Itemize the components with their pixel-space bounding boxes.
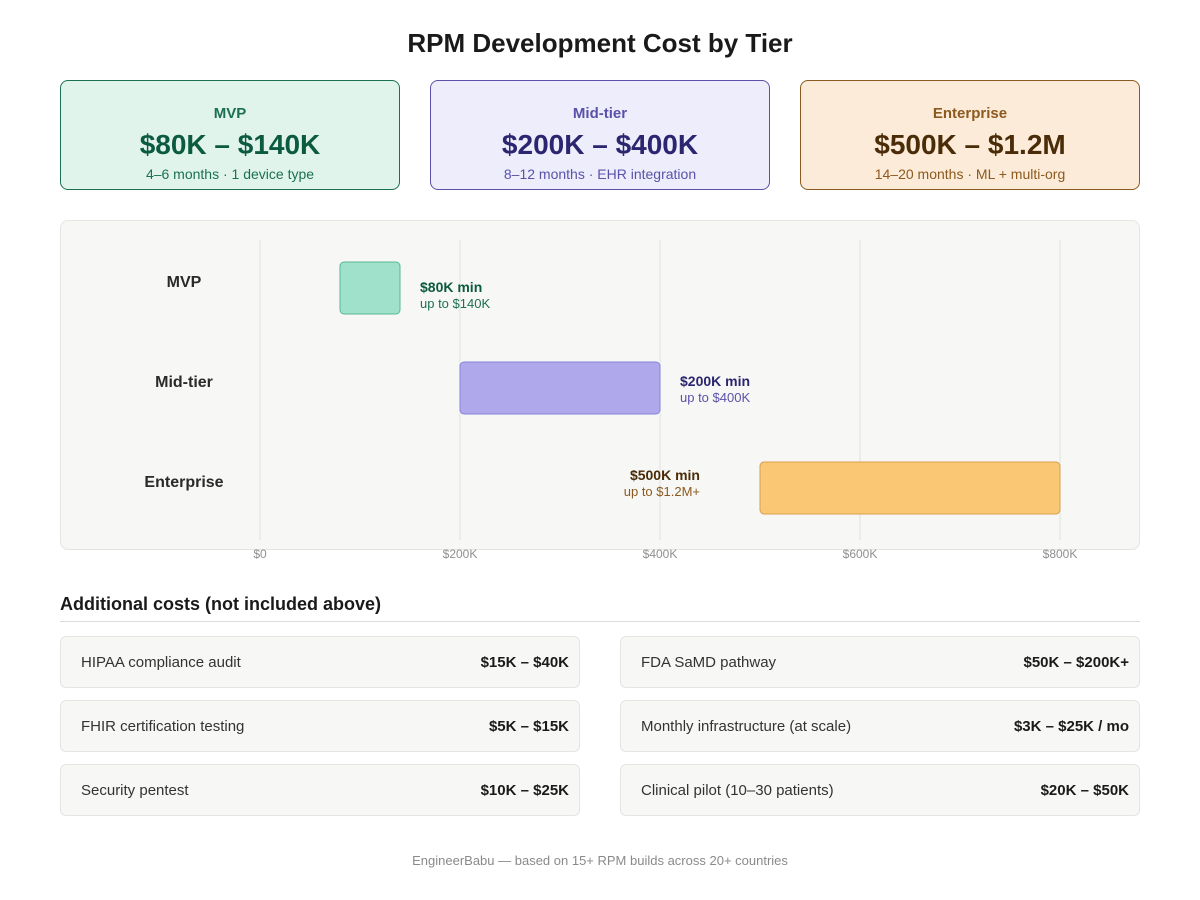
section-divider xyxy=(60,621,1140,622)
cost-label: HIPAA compliance audit xyxy=(81,654,241,671)
cost-value: $3K – $25K / mo xyxy=(1013,718,1129,735)
cost-row-clinical-pilot: Clinical pilot (10–30 patients) $20K – $… xyxy=(620,764,1140,816)
cost-label: Security pentest xyxy=(81,782,189,799)
cost-value: $5K – $15K xyxy=(488,718,569,735)
tier-card-mvp: MVP $80K – $140K 4–6 months · 1 device t… xyxy=(60,80,400,190)
tier-card-name: MVP xyxy=(213,105,247,122)
range-bar xyxy=(339,261,401,315)
cost-value: $50K – $200K+ xyxy=(1023,654,1130,671)
tier-card-name: Mid-tier xyxy=(572,105,628,122)
cost-row-fhir-testing: FHIR certification testing $5K – $15K xyxy=(60,700,580,752)
tier-card-enterprise: Enterprise $500K – $1.2M 14–20 months · … xyxy=(800,80,1140,190)
category-label: MVP xyxy=(167,274,202,291)
additional-costs-heading: Additional costs (not included above) xyxy=(60,594,382,614)
x-tick-label: $0 xyxy=(253,547,267,561)
bar-data-sublabel: up to $140K xyxy=(420,296,490,311)
cost-value: $10K – $25K xyxy=(480,782,569,799)
page-title: RPM Development Cost by Tier xyxy=(407,28,793,58)
tier-card-detail: 4–6 months · 1 device type xyxy=(145,166,315,182)
cost-row-monthly-infrastructure: Monthly infrastructure (at scale) $3K – … xyxy=(620,700,1140,752)
tier-card-detail: 8–12 months · EHR integration xyxy=(503,166,697,182)
range-bar-chart: $0 $200K $400K $600K $800K MVP Mid-tier Enterpr… xyxy=(144,240,1078,561)
cost-label: FHIR certification testing xyxy=(81,718,245,735)
tier-card-mid-tier: Mid-tier $200K – $400K 8–12 months · EHR… xyxy=(430,80,770,190)
tier-card-range: $200K – $400K xyxy=(501,129,699,160)
x-tick-label: $400K xyxy=(643,547,678,561)
cost-label: Monthly infrastructure (at scale) xyxy=(641,718,852,735)
cost-row-fda-samd: FDA SaMD pathway $50K – $200K+ xyxy=(620,636,1140,688)
category-label: Enterprise xyxy=(144,474,223,491)
bar-data-sublabel: up to $1.2M+ xyxy=(624,484,700,499)
x-tick-label: $200K xyxy=(443,547,478,561)
footer-note: EngineerBabu — based on 15+ RPM builds a… xyxy=(412,853,788,868)
x-tick-label: $600K xyxy=(843,547,878,561)
cost-value: $20K – $50K xyxy=(1040,782,1129,799)
cost-label: FDA SaMD pathway xyxy=(641,654,777,671)
tier-card-detail: 14–20 months · ML + multi-org xyxy=(874,166,1066,182)
x-tick-label: $800K xyxy=(1043,547,1078,561)
cost-label: Clinical pilot (10–30 patients) xyxy=(641,782,834,799)
bar-data-label: $500K min xyxy=(630,467,700,483)
bar-data-sublabel: up to $400K xyxy=(680,390,750,405)
bar-data-label: $200K min xyxy=(680,373,750,389)
cost-row-hipaa-audit: HIPAA compliance audit $15K – $40K xyxy=(60,636,580,688)
cost-value: $15K – $40K xyxy=(480,654,569,671)
range-bar xyxy=(459,361,661,415)
range-bar xyxy=(759,461,1061,515)
tier-card-name: Enterprise xyxy=(932,105,1008,122)
bar-data-label: $80K min xyxy=(420,279,482,295)
tier-card-range: $500K – $1.2M xyxy=(874,129,1066,160)
tier-card-range: $80K – $140K xyxy=(139,129,321,160)
category-label: Mid-tier xyxy=(155,374,213,391)
cost-row-security-pentest: Security pentest $10K – $25K xyxy=(60,764,580,816)
